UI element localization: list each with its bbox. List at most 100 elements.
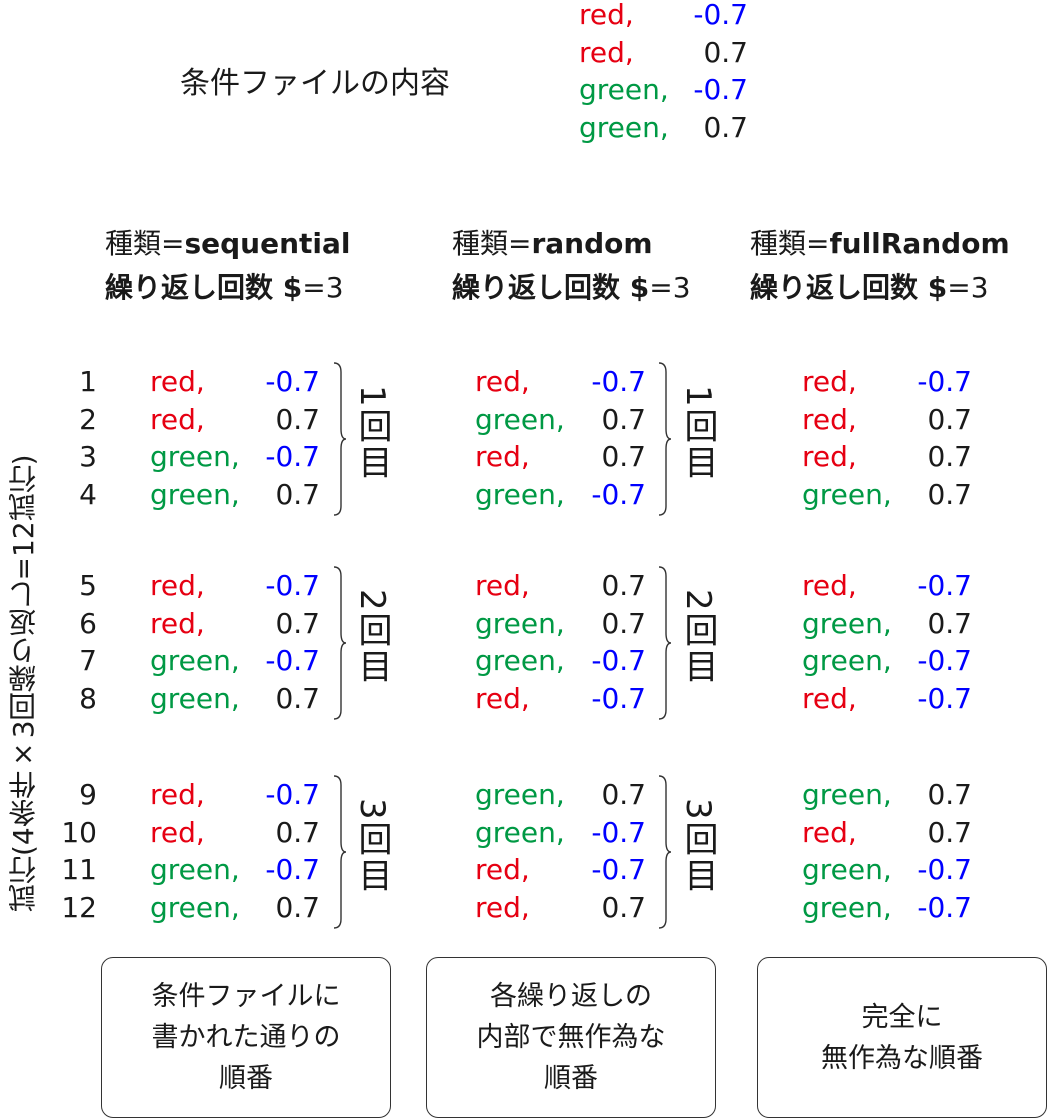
trial-value: 0.7 <box>927 402 972 436</box>
condition-value: 0.7 <box>703 35 748 69</box>
trial-value: 0.7 <box>601 606 646 640</box>
trial-color: red, <box>150 606 205 640</box>
trial-value: 0.7 <box>275 815 320 849</box>
trial-color: red, <box>802 815 857 849</box>
trial-value: -0.7 <box>265 440 320 473</box>
caption-box: 各繰り返しの 内部で無作為な 順番 <box>426 957 716 1118</box>
repetition-label: 1回目 <box>352 385 392 481</box>
trial-color: red, <box>802 569 857 602</box>
row-number: 9 <box>79 778 97 811</box>
type-name: random <box>531 227 653 260</box>
trial-value: -0.7 <box>265 365 320 398</box>
type-name: fullRandom <box>829 227 1010 260</box>
trial-color: green, <box>802 477 892 511</box>
caption-line: 書かれた通りの <box>151 1022 341 1053</box>
trial-color: green, <box>475 477 565 511</box>
trial-color: green, <box>802 890 892 924</box>
trial-color: green, <box>475 606 565 640</box>
trial-color: green, <box>475 815 565 849</box>
trial-value: -0.7 <box>265 644 320 677</box>
trial-value: -0.7 <box>265 853 320 886</box>
trial-color: green, <box>150 440 240 473</box>
trial-value: 0.7 <box>927 606 972 640</box>
trial-color: red, <box>150 402 205 436</box>
group-brace <box>658 362 672 516</box>
trial-color: green, <box>475 402 565 436</box>
trial-value: 0.7 <box>927 778 972 811</box>
repeat-prefix: 繰り返し回数 $ <box>452 271 650 304</box>
trial-color: red, <box>802 681 857 715</box>
caption-box: 完全に 無作為な順番 <box>757 957 1047 1118</box>
row-number: 2 <box>79 402 97 436</box>
trial-color: red, <box>150 778 205 811</box>
trial-value: -0.7 <box>917 644 972 677</box>
trial-value: -0.7 <box>591 681 646 715</box>
group-brace <box>658 566 672 720</box>
trial-color: green, <box>475 778 565 811</box>
trial-color: red, <box>475 440 530 473</box>
trial-value: -0.7 <box>917 890 972 924</box>
trial-color: red, <box>475 569 530 602</box>
type-prefix: 種類= <box>750 227 830 260</box>
caption-line: 内部で無作為な <box>476 1022 666 1053</box>
repeat-count: =3 <box>302 271 344 304</box>
group-brace <box>333 566 347 720</box>
trial-value: 0.7 <box>927 440 972 473</box>
type-prefix: 種類= <box>105 227 185 260</box>
trial-color: red, <box>150 815 205 849</box>
trial-value: -0.7 <box>917 569 972 602</box>
caption-line: 無作為な順番 <box>821 1042 983 1074</box>
trial-color: red, <box>475 681 530 715</box>
trial-color: green, <box>150 681 240 715</box>
caption-line: 完全に <box>861 1001 943 1033</box>
trial-color: red, <box>150 569 205 602</box>
trial-color: red, <box>802 365 857 398</box>
caption-text: 完全に 無作為な順番 <box>821 997 983 1079</box>
trial-color: green, <box>802 778 892 811</box>
trial-value: -0.7 <box>591 815 646 849</box>
column-type-line: 種類=sequential <box>105 222 351 266</box>
trial-color: green, <box>802 853 892 886</box>
group-brace <box>333 362 347 516</box>
trial-value: 0.7 <box>601 778 646 811</box>
trial-value: -0.7 <box>591 644 646 677</box>
trial-color: green, <box>150 853 240 886</box>
trial-value: -0.7 <box>917 365 972 398</box>
group-brace <box>333 775 347 929</box>
trial-color: green, <box>150 890 240 924</box>
trial-color: red, <box>802 402 857 436</box>
trial-value: 0.7 <box>275 477 320 511</box>
trial-value: -0.7 <box>591 365 646 398</box>
condition-color: red, <box>579 0 634 31</box>
trial-value: 0.7 <box>601 890 646 924</box>
trial-value: 0.7 <box>927 477 972 511</box>
trial-value: -0.7 <box>591 477 646 511</box>
trial-color: green, <box>475 644 565 677</box>
trial-value: 0.7 <box>601 402 646 436</box>
trial-value: 0.7 <box>601 440 646 473</box>
trial-value: -0.7 <box>591 853 646 886</box>
row-number: 11 <box>61 853 97 886</box>
condition-value: 0.7 <box>703 110 748 144</box>
trial-color: green, <box>150 644 240 677</box>
condition-color: green, <box>579 73 669 106</box>
row-number: 6 <box>79 606 97 640</box>
column-repeat-line: 繰り返し回数 $=3 <box>105 266 344 310</box>
trial-value: 0.7 <box>275 606 320 640</box>
column-repeat-line: 繰り返し回数 $=3 <box>452 266 691 310</box>
trial-value: -0.7 <box>265 778 320 811</box>
repeat-count: =3 <box>947 271 989 304</box>
column-type-line: 種類=random <box>452 222 653 266</box>
trial-value: -0.7 <box>917 853 972 886</box>
trial-color: red, <box>150 365 205 398</box>
repeat-prefix: 繰り返し回数 $ <box>750 271 948 304</box>
row-number: 5 <box>79 569 97 602</box>
trial-color: red, <box>475 890 530 924</box>
caption-text: 条件ファイルに 書かれた通りの 順番 <box>152 976 341 1099</box>
repetition-label: 2回目 <box>352 589 392 685</box>
caption-line: 各繰り返しの <box>490 981 652 1012</box>
repetition-label: 2回目 <box>678 589 718 685</box>
type-name: sequential <box>184 227 351 260</box>
caption-text: 各繰り返しの 内部で無作為な 順番 <box>477 976 666 1099</box>
trial-value: 0.7 <box>275 681 320 715</box>
